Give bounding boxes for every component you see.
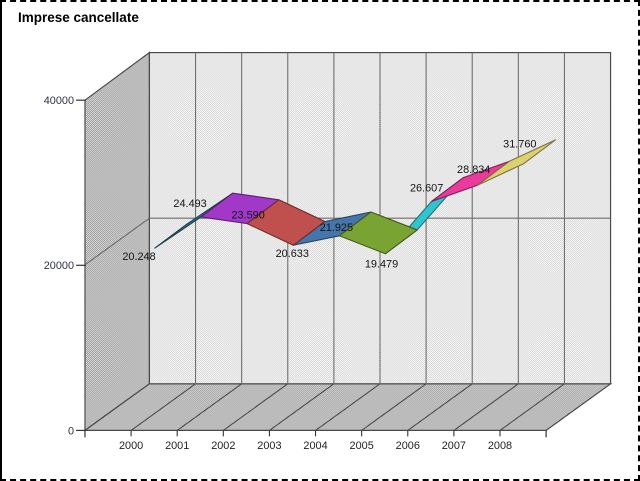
- floor-category-line: [222, 383, 289, 431]
- value-axis-label: 20000: [44, 260, 74, 272]
- category-label: 2003: [257, 440, 281, 452]
- value-axis-label: 40000: [44, 95, 74, 107]
- category-label: 2000: [119, 440, 143, 452]
- data-label-2004: 21.925: [320, 222, 353, 234]
- floor-category-line: [269, 383, 335, 431]
- data-label-2006: 26.607: [410, 183, 443, 195]
- floor-category-line: [130, 383, 196, 431]
- category-label: 2001: [165, 440, 189, 452]
- floor-category-line: [499, 383, 565, 431]
- category-label: 2005: [350, 440, 374, 452]
- floor-category-line: [361, 383, 427, 431]
- ribbon-segment-2002-2003: [246, 199, 326, 246]
- data-label-2002: 23.590: [231, 210, 264, 222]
- floor-category-line: [407, 383, 473, 431]
- ribbon-segment-2007-2008: [477, 139, 557, 186]
- data-label-2007: 28.834: [457, 164, 490, 176]
- data-label-2008: 31.760: [503, 139, 536, 151]
- category-label: 2002: [211, 440, 235, 452]
- left-wall-gridline-20000: [84, 217, 150, 266]
- ribbon-segment-2004-2005: [338, 211, 418, 255]
- data-label-2003: 20.633: [276, 248, 309, 260]
- value-axis-label: 0: [68, 425, 74, 437]
- data-label-2001: 24.493: [173, 198, 206, 210]
- data-label-2005: 19.479: [365, 259, 398, 271]
- chart-title: Imprese cancellate: [18, 10, 139, 25]
- category-label: 2004: [303, 440, 327, 452]
- category-label: 2008: [488, 440, 512, 452]
- data-label-2000: 20.248: [122, 251, 155, 263]
- floor-category-line: [453, 383, 519, 431]
- floor-category-line: [315, 383, 381, 431]
- category-label: 2006: [396, 440, 420, 452]
- floor-category-line: [176, 383, 242, 431]
- category-label: 2007: [442, 440, 466, 452]
